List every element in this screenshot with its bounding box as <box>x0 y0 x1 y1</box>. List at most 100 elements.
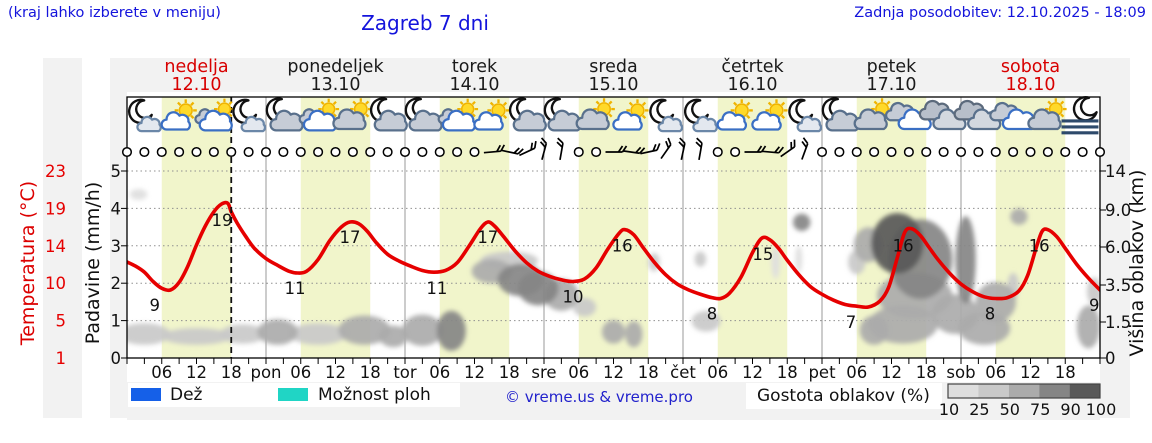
weather-icon-moon-fog <box>1061 96 1099 135</box>
time-tick-label: 06 <box>985 363 1006 382</box>
wind-calm-icon <box>573 146 584 158</box>
temperature-value-label: 16 <box>893 237 914 256</box>
cloud-height-axis-label: Višina oblakov (km) <box>1126 169 1148 357</box>
wind-barb-icon <box>556 137 564 161</box>
time-tick-label: 12 <box>464 363 485 382</box>
weather-icon-clouds <box>885 102 932 131</box>
daytime-band <box>578 97 649 358</box>
wind-calm-icon <box>730 146 741 158</box>
wind-calm-icon <box>313 146 324 158</box>
time-tick-label: 06 <box>290 363 311 382</box>
wind-barb-icon <box>678 137 686 161</box>
day-date: 16.10 <box>727 75 777 95</box>
weather-icon-sun-graycloud <box>575 98 615 131</box>
weather-icon-moon-cloud <box>683 98 718 133</box>
cloud-density-tick-label: 90 <box>1060 400 1080 419</box>
time-tick-label: 06 <box>429 363 450 382</box>
time-tick-label: 06 <box>151 363 172 382</box>
wind-barb-icon <box>695 137 703 161</box>
cloud-blob <box>1010 208 1028 225</box>
wind-calm-icon <box>278 146 289 158</box>
time-tick-label: 18 <box>777 363 798 382</box>
cloud-height-tick-label: 1.5 <box>1105 313 1131 332</box>
day-name: ponedeljek <box>287 57 384 77</box>
wind-barb-icon <box>622 146 646 155</box>
temperature-value-label: 11 <box>426 279 447 298</box>
day-name: sobota <box>1001 57 1060 77</box>
wind-calm-icon <box>1077 146 1088 158</box>
cloud-blob <box>161 328 232 345</box>
temperature-value-label: 8 <box>985 305 996 324</box>
time-tick-label: 18 <box>916 363 937 382</box>
wind-calm-icon <box>973 146 984 158</box>
cloud-height-tick-label: 9.0 <box>1105 201 1131 220</box>
time-tick-label: 18 <box>360 363 381 382</box>
cloud-blob <box>691 310 721 332</box>
cloud-blob <box>378 325 408 348</box>
weather-icon-cloud-sun <box>194 98 235 132</box>
wind-calm-icon <box>1060 146 1071 158</box>
temperature-tick-label: 23 <box>45 162 66 181</box>
wind-calm-icon <box>1042 146 1053 158</box>
wind-calm-icon <box>156 146 167 158</box>
time-tick-label: 12 <box>325 363 346 382</box>
cloud-blob <box>517 271 559 306</box>
wind-calm-icon <box>417 146 428 158</box>
time-tick-label: 18 <box>499 363 520 382</box>
wind-barb-icon <box>761 146 785 154</box>
temperature-tick-label: 19 <box>45 199 66 218</box>
cloud-blob <box>257 319 298 345</box>
weather-icon-moon-graycloud <box>508 97 547 132</box>
precip-tick-label: 4 <box>111 199 122 218</box>
cloud-density-colorbar <box>947 383 1101 399</box>
legend-showers-label: Možnost ploh <box>318 385 431 405</box>
weather-icon-sun-cloud <box>612 99 649 131</box>
wind-barb-icon <box>501 147 524 155</box>
day-name: nedelja <box>164 57 228 77</box>
wind-barb-icon <box>660 137 672 160</box>
precip-tick-label: 3 <box>111 237 122 256</box>
cloud-blob <box>338 315 391 345</box>
temperature-tick-label: 5 <box>56 312 67 331</box>
time-tick-label: 12 <box>603 363 624 382</box>
cloud-blob <box>289 323 348 345</box>
day-name: četrtek <box>721 57 784 77</box>
time-tick-label: 06 <box>568 363 589 382</box>
wind-calm-icon <box>260 146 272 158</box>
wind-calm-icon <box>226 146 237 158</box>
cloud-density-tick-label: 100 <box>1086 400 1117 419</box>
background-strip <box>110 58 127 418</box>
temperature-value-label: 8 <box>707 305 718 324</box>
day-date: 12.10 <box>171 75 221 95</box>
weather-icon-moon-graycloud <box>369 97 408 132</box>
wind-calm-icon <box>903 146 914 158</box>
weather-icon-moon-cloud <box>127 98 162 133</box>
day-name: torek <box>452 57 498 77</box>
time-tick-label: 12 <box>186 363 207 382</box>
daytime-band <box>161 97 232 358</box>
wind-calm-icon <box>208 146 219 158</box>
cloud-density-colorbar-segment <box>1069 384 1100 398</box>
cloud-density-colorbar-segment <box>978 384 1009 398</box>
legend-rain-label: Dež <box>170 385 203 405</box>
temperature-value-label: 9 <box>1089 296 1100 315</box>
weather-icon-moon-cloud <box>788 98 823 133</box>
temperature-value-label: 16 <box>612 237 633 256</box>
copyright-text: © vreme.us & vreme.pro <box>505 388 693 406</box>
weather-icon-sun-cloud <box>473 99 510 131</box>
cloud-blob <box>572 297 597 317</box>
wind-barb-icon <box>780 139 796 158</box>
wind-calm-icon <box>330 146 341 158</box>
time-tick-label: 18 <box>638 363 659 382</box>
wind-barb-icon <box>801 137 809 160</box>
legend-text-backing <box>746 383 942 409</box>
wind-calm-icon <box>382 146 393 158</box>
time-tick-label: čet <box>670 363 696 382</box>
time-tick-label: sre <box>531 363 556 382</box>
background-strip <box>127 58 1100 92</box>
temperature-value-label: 7 <box>846 313 857 332</box>
weather-icon-sun-cloud <box>751 99 788 131</box>
day-name: petek <box>867 57 918 77</box>
temperature-curve <box>127 200 1100 310</box>
